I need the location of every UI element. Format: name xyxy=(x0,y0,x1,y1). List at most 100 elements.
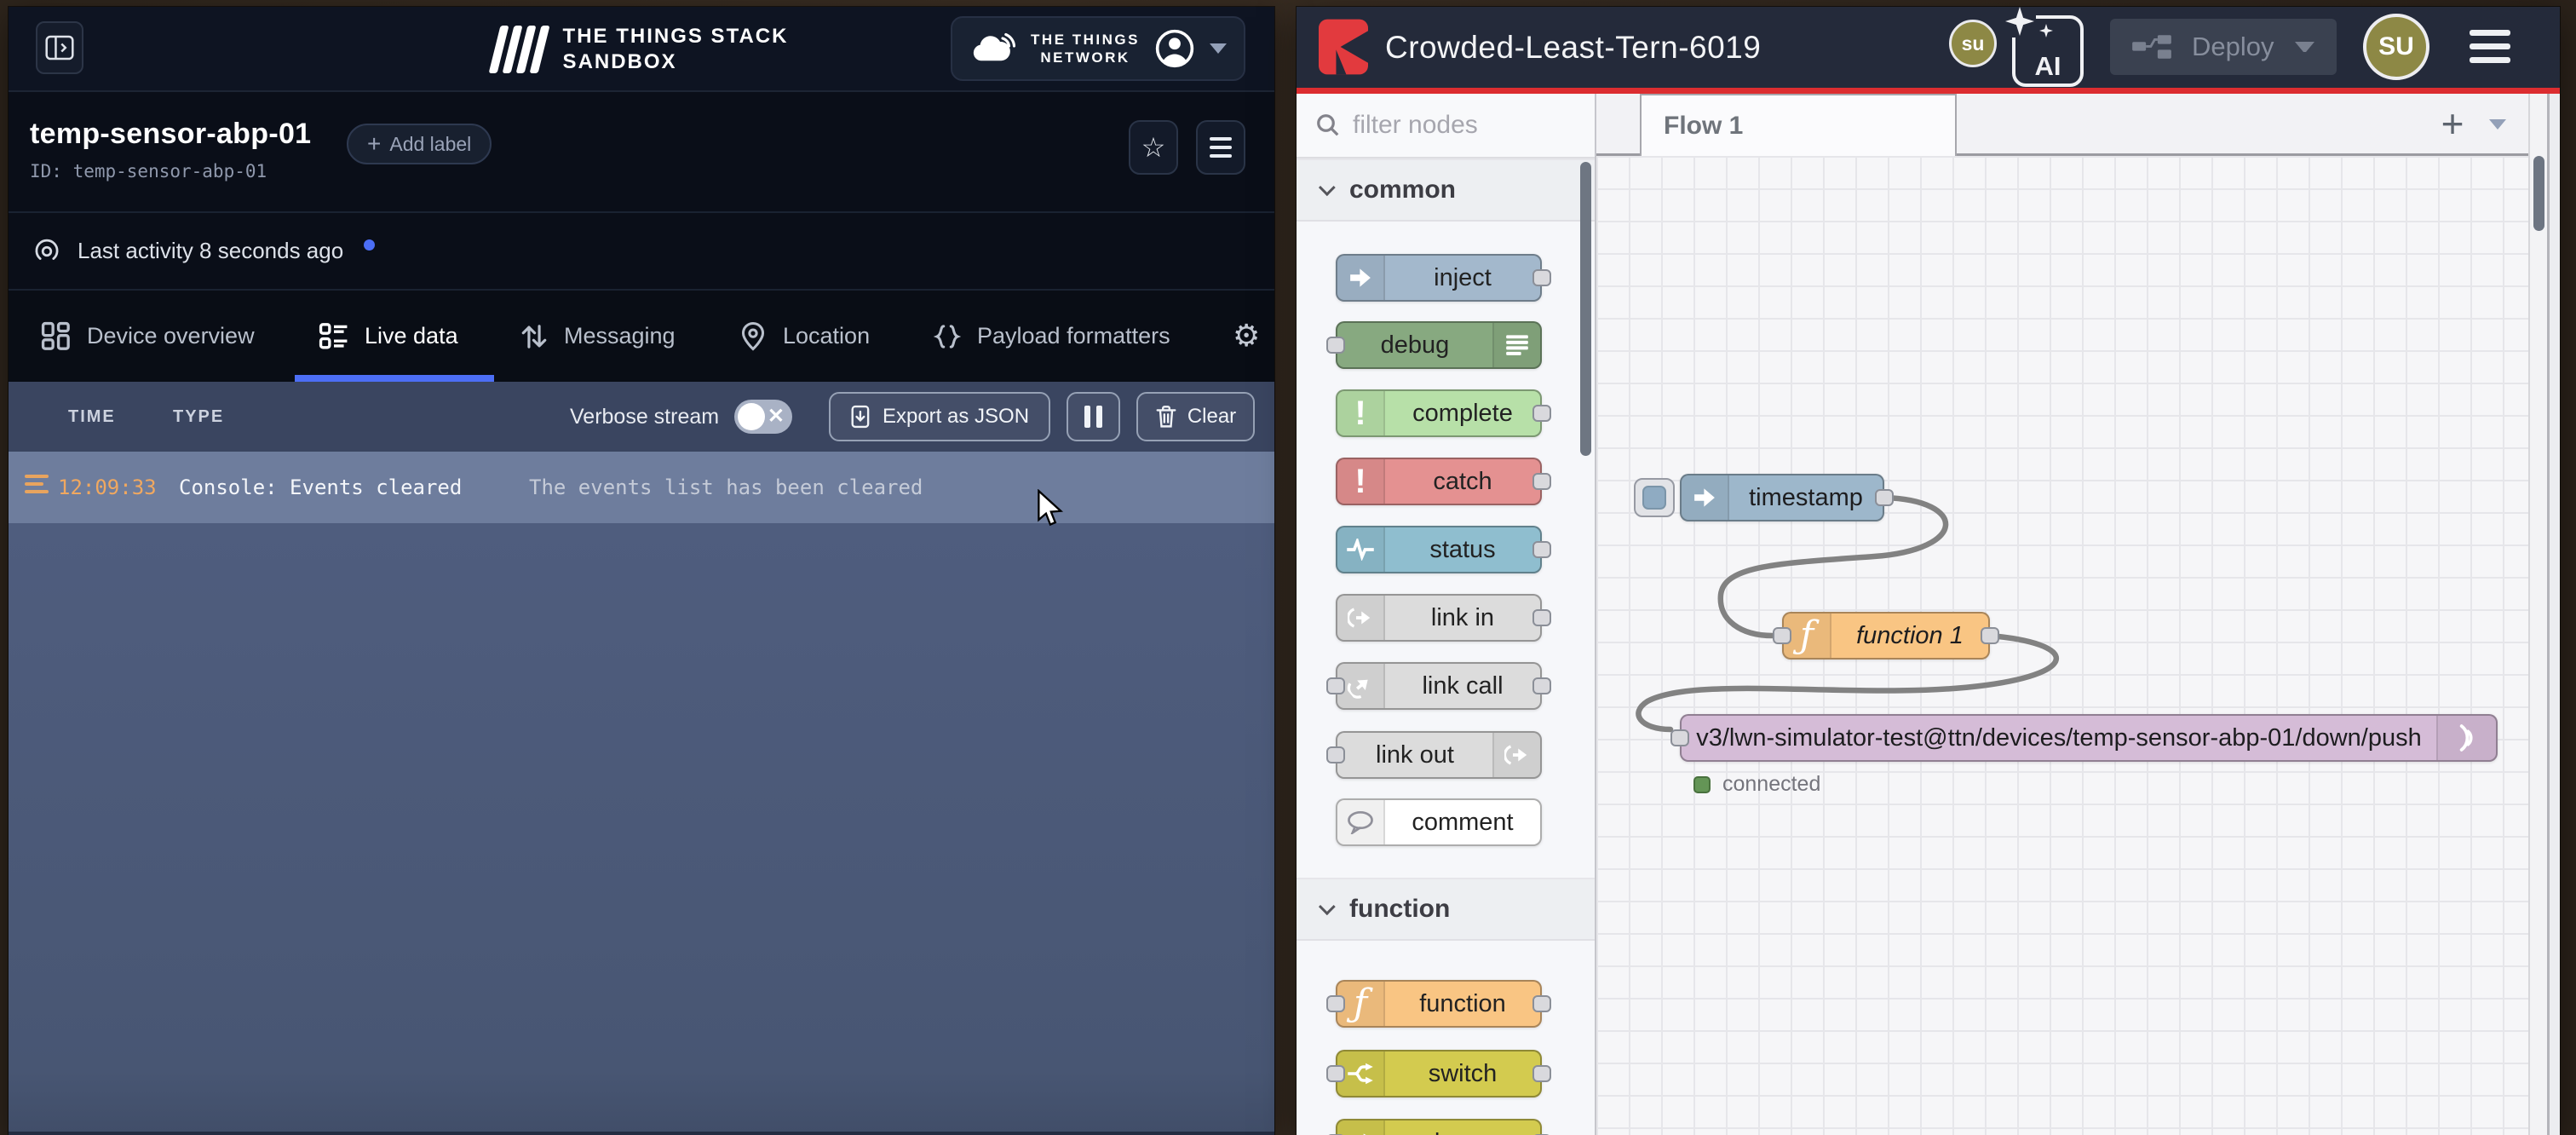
event-row[interactable]: 12:09:33 Console: Events cleared The eve… xyxy=(9,452,1274,523)
flow-canvas[interactable]: timestamp ƒ function 1 v3/lwn-simulator-… xyxy=(1596,156,2528,1135)
palette-node-inject[interactable]: inject xyxy=(1336,254,1551,302)
link-call-icon xyxy=(1337,664,1385,708)
palette-node-link-out[interactable]: link out xyxy=(1326,731,1542,779)
column-header-type: TYPE xyxy=(173,407,225,426)
nodered-window: Crowded-Least-Tern-6019 su AI Deploy SU xyxy=(1297,7,2560,1135)
flow-node-mqtt-out[interactable]: v3/lwn-simulator-test@ttn/devices/temp-s… xyxy=(1670,714,2498,762)
node-input-port[interactable] xyxy=(1326,995,1345,1012)
star-icon: ☆ xyxy=(1141,132,1166,163)
profile-badge-small[interactable]: su xyxy=(1949,20,1997,67)
flow-list-caret[interactable] xyxy=(2489,119,2506,130)
flow-node-function-1[interactable]: ƒ function 1 xyxy=(1773,612,1999,660)
tab-location[interactable]: Location xyxy=(739,291,870,382)
tab-messaging[interactable]: Messaging xyxy=(520,291,676,382)
pause-stream-button[interactable] xyxy=(1067,392,1120,441)
node-input-port[interactable] xyxy=(1326,337,1345,354)
add-label-button[interactable]: + Add label xyxy=(347,124,492,164)
add-flow-button[interactable]: + xyxy=(2441,101,2464,146)
user-avatar[interactable]: SU xyxy=(2363,14,2429,80)
ai-extension-icon[interactable]: AI xyxy=(2004,7,2084,87)
node-input-port[interactable] xyxy=(1773,627,1791,644)
bookmark-button[interactable]: ☆ xyxy=(1129,120,1178,175)
status-pulse-icon xyxy=(1337,527,1385,572)
palette-node-debug[interactable]: debug xyxy=(1326,321,1542,369)
node-output-port[interactable] xyxy=(1532,1065,1551,1082)
divider xyxy=(9,289,1274,291)
deploy-dropdown-caret[interactable] xyxy=(2294,42,2314,52)
node-input-port[interactable] xyxy=(1326,746,1345,763)
gear-icon[interactable]: ⚙ xyxy=(1233,319,1261,354)
node-input-port[interactable] xyxy=(1670,729,1689,746)
node-output-port[interactable] xyxy=(1532,473,1551,490)
tab-payload-formatters[interactable]: Payload formatters xyxy=(933,291,1170,382)
sidebar-collapsed-strip xyxy=(2547,94,2560,1135)
export-json-button[interactable]: Export as JSON xyxy=(829,392,1050,441)
network-account-button[interactable]: THE THINGS NETWORK xyxy=(951,16,1245,81)
grid-icon xyxy=(41,321,72,352)
header-accent-line xyxy=(1297,88,2560,94)
flow-title: Crowded-Least-Tern-6019 xyxy=(1385,30,1762,65)
node-input-port[interactable] xyxy=(1326,677,1345,694)
node-input-port[interactable] xyxy=(1326,1065,1345,1082)
palette-category-function[interactable]: function xyxy=(1297,878,1595,941)
exclamation-icon: ! xyxy=(1337,391,1385,435)
palette-node-link-call[interactable]: link call xyxy=(1326,662,1551,710)
sparkle-icon xyxy=(2004,7,2036,37)
network-label-line1: THE THINGS xyxy=(1031,32,1140,48)
link-in-icon xyxy=(1337,596,1385,640)
tab-live-data[interactable]: Live data xyxy=(319,291,458,382)
palette-node-status[interactable]: status xyxy=(1336,526,1551,573)
map-pin-icon xyxy=(739,321,768,352)
clear-events-button[interactable]: Clear xyxy=(1136,392,1255,441)
canvas-scrollbar[interactable] xyxy=(2528,94,2547,1135)
filter-nodes-input[interactable] xyxy=(1353,111,1549,140)
mqtt-status: connected xyxy=(1693,772,1820,797)
palette-node-comment[interactable]: comment xyxy=(1336,798,1542,846)
node-output-port[interactable] xyxy=(1532,405,1551,422)
scrollbar-thumb[interactable] xyxy=(2533,156,2544,231)
tts-logo: THE THINGS STACK SANDBOX xyxy=(488,7,789,92)
device-id: ID: temp-sensor-abp-01 xyxy=(30,161,267,181)
live-indicator-dot xyxy=(364,239,376,251)
node-palette: common inject debug ! complete ! catch xyxy=(1297,94,1596,1135)
deploy-button[interactable]: Deploy xyxy=(2110,19,2337,75)
nodered-header: Crowded-Least-Tern-6019 su AI Deploy SU xyxy=(1297,7,2560,88)
flow-node-timestamp[interactable]: timestamp xyxy=(1680,474,1894,521)
last-activity-row: Last activity 8 seconds ago xyxy=(9,213,1274,289)
flow-tab[interactable]: Flow 1 xyxy=(1640,94,1957,156)
main-menu-button[interactable] xyxy=(2470,30,2510,63)
tts-flags-icon xyxy=(488,26,550,73)
palette-node-change[interactable]: change xyxy=(1326,1119,1551,1135)
node-output-port[interactable] xyxy=(1532,609,1551,626)
palette-node-function[interactable]: ƒ function xyxy=(1326,980,1551,1028)
node-output-port[interactable] xyxy=(1532,541,1551,558)
device-menu-button[interactable] xyxy=(1196,120,1245,175)
palette-node-complete[interactable]: ! complete xyxy=(1336,389,1551,437)
inject-trigger-button[interactable] xyxy=(1634,478,1675,517)
deploy-nodes-icon xyxy=(2132,33,2171,60)
verbose-stream-label: Verbose stream xyxy=(570,405,720,429)
event-description: The events list has been cleared xyxy=(529,475,923,499)
code-braces-icon xyxy=(933,321,962,352)
palette-node-switch[interactable]: switch xyxy=(1326,1050,1551,1098)
add-label-text: Add label xyxy=(389,132,472,155)
last-activity-text: Last activity 8 seconds ago xyxy=(78,238,344,263)
node-output-port[interactable] xyxy=(1875,489,1894,506)
node-output-port[interactable] xyxy=(1981,627,1999,644)
inject-arrow-icon xyxy=(1682,475,1729,520)
toggle-knob xyxy=(738,403,765,430)
palette-category-common[interactable]: common xyxy=(1297,158,1595,222)
node-output-port[interactable] xyxy=(1532,677,1551,694)
palette-scrollbar[interactable] xyxy=(1580,162,1591,456)
palette-node-catch[interactable]: ! catch xyxy=(1336,458,1551,505)
sidebar-toggle-button[interactable] xyxy=(36,21,83,74)
chevron-down-icon xyxy=(1318,179,1336,197)
palette-node-link-in[interactable]: link in xyxy=(1336,594,1551,642)
verbose-stream-toggle[interactable]: ✕ xyxy=(734,400,792,434)
node-output-port[interactable] xyxy=(1532,995,1551,1012)
ttn-console-window: THE THINGS STACK SANDBOX THE THINGS NETW… xyxy=(9,7,1274,1135)
node-output-port[interactable] xyxy=(1532,269,1551,286)
flow-wires xyxy=(1636,494,2060,733)
tab-device-overview[interactable]: Device overview xyxy=(41,291,255,382)
